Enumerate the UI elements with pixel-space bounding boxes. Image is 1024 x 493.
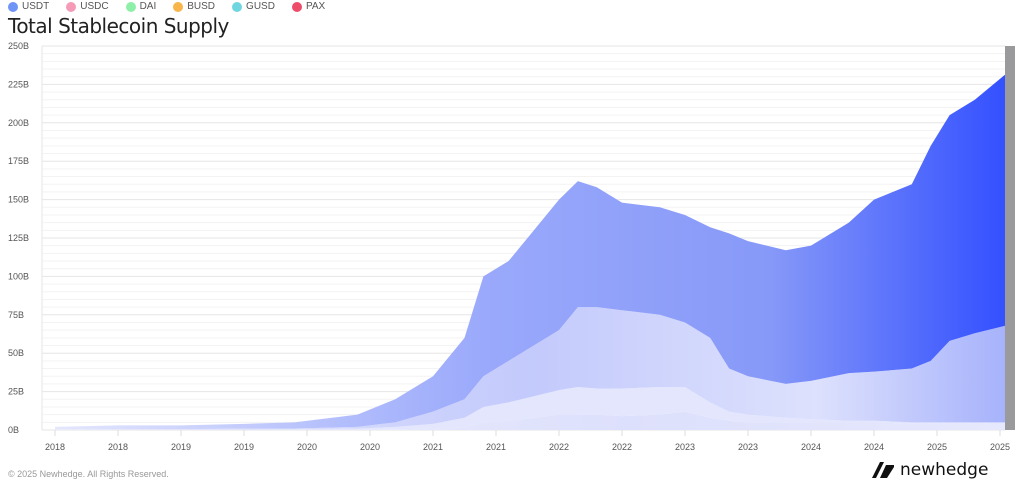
y-tick-label: 175B — [8, 156, 29, 166]
y-tick-label: 25B — [8, 387, 24, 397]
legend-label: USDT — [22, 1, 50, 12]
y-tick-label: 50B — [8, 348, 24, 358]
x-tick-label: 2018 — [45, 442, 65, 452]
y-tick-label: 0B — [8, 425, 19, 435]
legend-dot-icon — [291, 2, 302, 12]
area-dai — [55, 411, 1007, 430]
newhedge-logo-icon — [872, 462, 894, 478]
y-tick-label: 250B — [8, 41, 29, 51]
x-tick-label: 2022 — [549, 442, 569, 452]
y-tick-label: 150B — [8, 195, 29, 205]
legend-item-usdc[interactable]: USDC — [66, 1, 109, 13]
legend-label: GUSD — [246, 1, 275, 12]
range-scrollbar-handle[interactable] — [1005, 46, 1015, 430]
legend-item-busd[interactable]: BUSD — [173, 1, 215, 13]
x-tick-label: 2021 — [486, 442, 506, 452]
x-tick-label: 2025 — [927, 442, 947, 452]
legend-dot-icon — [173, 2, 184, 12]
legend-dot-icon — [8, 2, 18, 12]
legend-dot-icon — [232, 2, 243, 12]
legend-item-dai[interactable]: DAI — [125, 1, 157, 13]
legend-label: BUSD — [187, 1, 216, 12]
chart-title: Total Stablecoin Supply — [8, 14, 229, 38]
x-tick-label: 2018 — [108, 442, 128, 452]
legend-dot-icon — [66, 2, 77, 12]
y-tick-label: 200B — [8, 118, 29, 128]
area-usdt — [55, 73, 1007, 430]
x-tick-label: 2020 — [297, 442, 317, 452]
brand-name: newhedge — [900, 460, 989, 480]
x-tick-label: 2023 — [738, 442, 758, 452]
area-busd — [55, 386, 1007, 430]
y-tick-label: 225B — [8, 79, 29, 89]
x-tick-label: 2023 — [675, 442, 695, 452]
copyright: © 2025 Newhedge. All Rights Reserved. — [8, 469, 169, 479]
area-usdc — [55, 307, 1007, 430]
y-tick-label: 125B — [8, 233, 29, 243]
x-tick-label: 2019 — [234, 442, 254, 452]
newhedge-logo[interactable]: newhedge — [872, 460, 988, 480]
legend-item-pax[interactable]: PAX — [291, 1, 326, 13]
y-tick-label: 100B — [8, 271, 29, 281]
x-tick-label: 2024 — [801, 442, 821, 452]
legend-label: DAI — [139, 1, 157, 12]
x-tick-label: 2019 — [171, 442, 191, 452]
x-tick-label: 2022 — [612, 442, 632, 452]
legend: USDT USDC DAI BUSD GUSD PAX — [8, 1, 342, 13]
x-tick-label: 2020 — [360, 442, 380, 452]
legend-label: PAX — [305, 1, 326, 12]
legend-item-usdt[interactable]: USDT — [8, 1, 49, 13]
x-tick-label: 2024 — [864, 442, 884, 452]
y-tick-label: 75B — [8, 310, 24, 320]
legend-item-gusd[interactable]: GUSD — [232, 1, 275, 13]
legend-dot-icon — [125, 2, 136, 12]
x-tick-label: 2021 — [423, 442, 443, 452]
x-tick-label: 2025 — [990, 442, 1010, 452]
legend-label: USDC — [80, 1, 109, 12]
